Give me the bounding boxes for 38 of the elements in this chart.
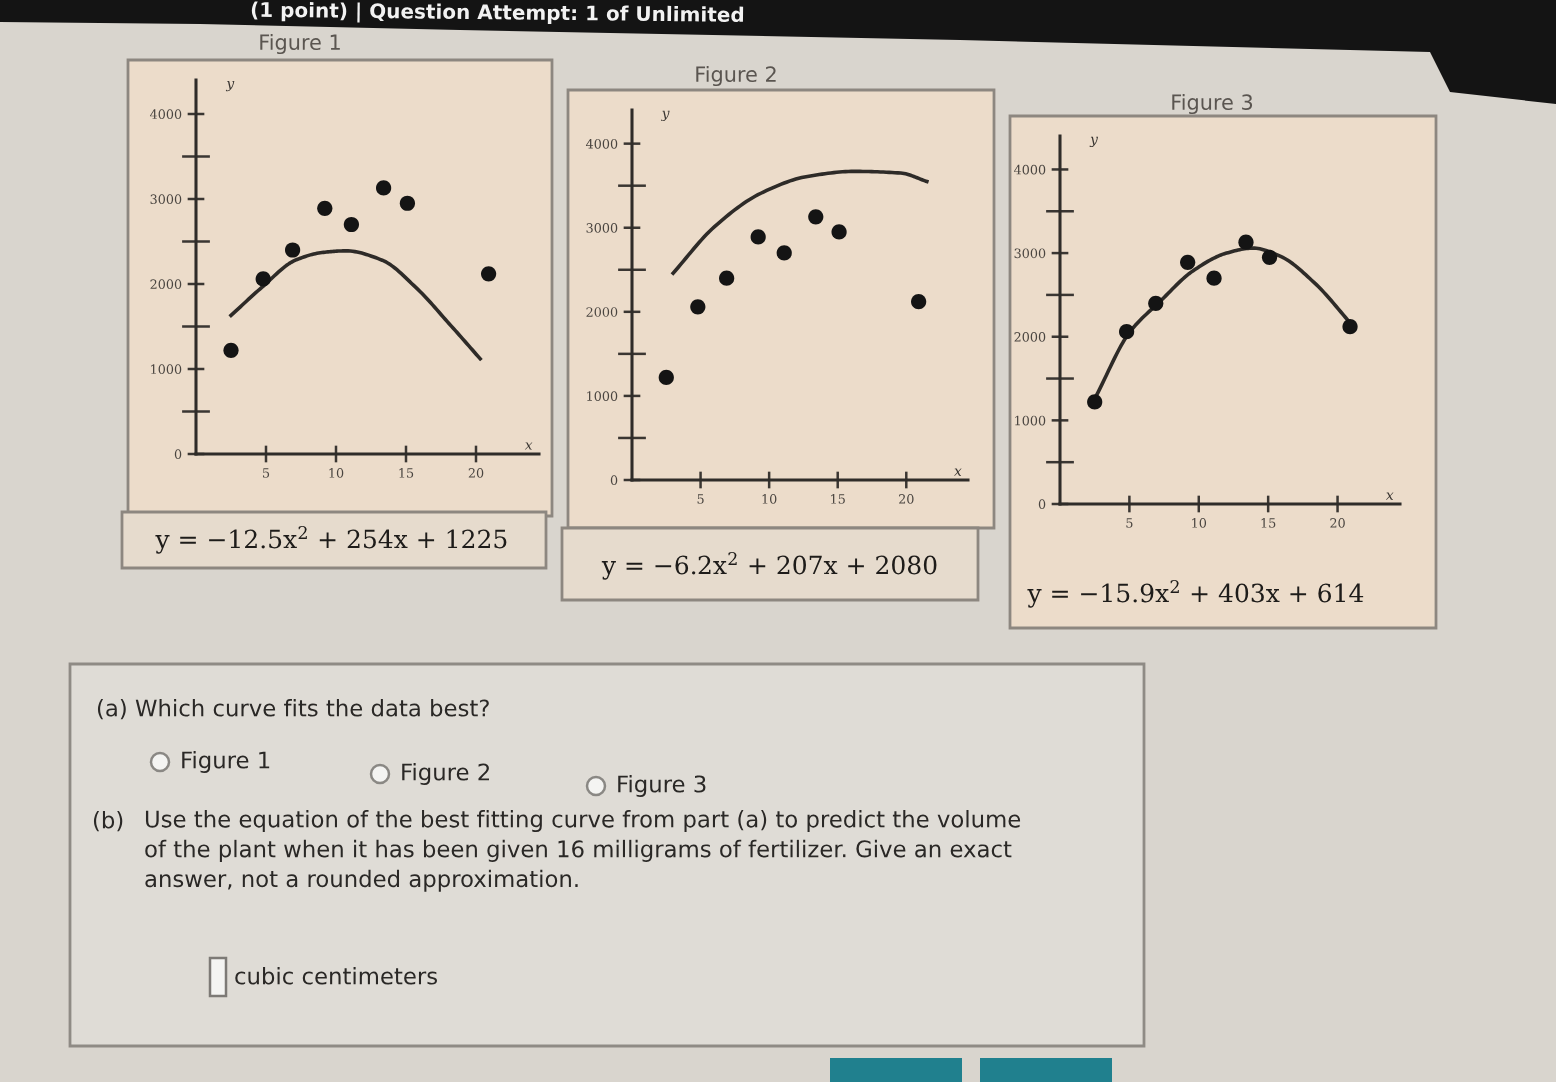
point — [690, 299, 706, 315]
point — [1342, 319, 1358, 335]
point — [776, 245, 792, 261]
point — [911, 294, 927, 310]
point — [831, 224, 847, 240]
text: y = −6.2x$^{2}$ + 207x + 2080 — [601, 552, 937, 580]
chart-title: Figure 2 — [696, 65, 776, 87]
point — [719, 270, 735, 286]
point — [480, 266, 497, 282]
point — [1087, 394, 1103, 410]
point — [1180, 254, 1196, 270]
text: (1 point) | Question Attempt: 1 of Unlimited — [251, 1, 744, 27]
caption: Figure 2 — [402, 762, 489, 786]
point — [343, 216, 360, 233]
text: cubic centimeters — [235, 966, 438, 985]
text: (a) Which curve fits the data best? — [97, 698, 489, 720]
point — [1238, 234, 1254, 250]
point — [658, 369, 674, 386]
point — [375, 180, 392, 196]
caption: Figure 3 — [618, 774, 706, 798]
text: y = −12.5x$^{2}$ + 254x + 1225 — [155, 526, 507, 554]
point — [808, 209, 824, 225]
point — [284, 242, 301, 258]
text: y = −15.9x$^{2}$ + 403x + 614 — [1027, 580, 1364, 608]
chart-title: Figure 1 — [260, 33, 340, 55]
point — [255, 271, 271, 287]
point — [750, 229, 766, 245]
chart-title: Figure 3 — [1172, 93, 1253, 115]
caption: Figure 1 — [182, 750, 270, 774]
point — [1206, 270, 1222, 286]
point — [1148, 295, 1164, 311]
point — [1261, 249, 1278, 265]
point — [1119, 324, 1135, 340]
point — [399, 195, 416, 211]
text: Use the equation of the best fitting curve from part (a) to predict the volume of the plant when it has been given 16 milligrams of fertilizer. Give an exact answer, not a rounded approximation. — [145, 810, 1021, 892]
text: (b) — [93, 810, 123, 832]
point — [317, 200, 333, 216]
point — [223, 342, 239, 358]
